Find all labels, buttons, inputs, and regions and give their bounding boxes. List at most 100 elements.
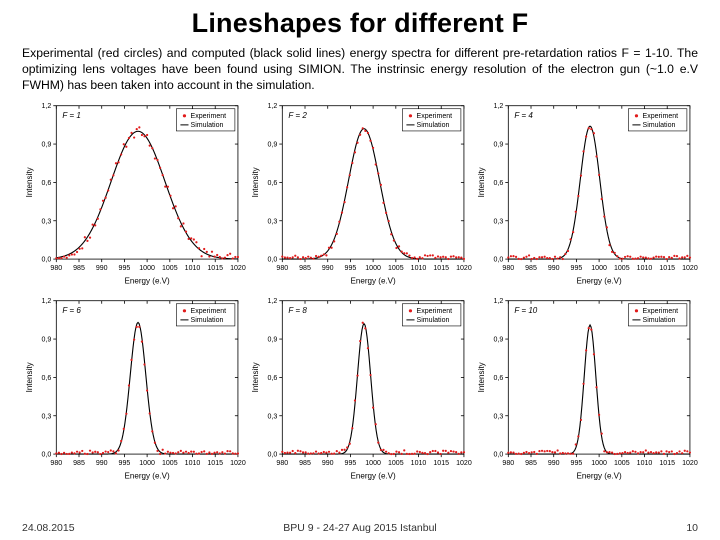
svg-text:985: 985 [525,460,537,467]
svg-text:1010: 1010 [411,460,427,467]
svg-text:985: 985 [73,265,85,272]
svg-text:980: 980 [50,265,62,272]
svg-text:0,0: 0,0 [41,257,51,264]
svg-text:Intensity: Intensity [477,362,486,393]
svg-text:980: 980 [502,460,514,467]
svg-text:0,6: 0,6 [41,180,51,187]
svg-text:1,2: 1,2 [267,104,277,111]
lineshape-panel: 0,00,30,60,91,29809859909951000100510101… [248,292,472,485]
svg-text:1000: 1000 [139,460,155,467]
svg-text:0,3: 0,3 [493,414,503,421]
svg-text:Intensity: Intensity [477,167,486,198]
svg-text:995: 995 [571,460,583,467]
simulation-line [508,325,690,454]
experiment-points [55,127,239,260]
svg-text:Simulation: Simulation [643,122,676,129]
panel-f-label: F = 1 [62,111,80,120]
svg-text:0,9: 0,9 [267,142,277,149]
panel: 0,00,30,60,91,29809859909951000100510101… [474,97,698,290]
svg-text:1015: 1015 [207,460,223,467]
simulation-line [56,323,238,455]
svg-text:1020: 1020 [456,460,472,467]
svg-text:0,0: 0,0 [267,452,277,459]
svg-text:980: 980 [50,460,62,467]
panel-f-label: F = 6 [62,306,81,315]
svg-text:1005: 1005 [162,265,178,272]
svg-text:1010: 1010 [185,460,201,467]
simulation-line [282,324,464,454]
svg-text:Experiment: Experiment [643,308,679,315]
svg-text:0,6: 0,6 [267,375,277,382]
svg-text:995: 995 [571,265,583,272]
svg-text:985: 985 [525,265,537,272]
panel: 0,00,30,60,91,29809859909951000100510101… [474,292,698,485]
svg-text:1005: 1005 [614,265,630,272]
simulation-line [56,132,238,260]
svg-text:1020: 1020 [682,265,698,272]
panel: 0,00,30,60,91,29809859909951000100510101… [248,97,472,290]
svg-text:1000: 1000 [591,460,607,467]
svg-text:1000: 1000 [365,265,381,272]
svg-text:0,6: 0,6 [493,375,503,382]
svg-text:1,2: 1,2 [267,299,277,306]
svg-text:995: 995 [119,265,131,272]
svg-text:1015: 1015 [433,460,449,467]
svg-text:1015: 1015 [433,265,449,272]
svg-text:1015: 1015 [659,265,675,272]
svg-text:0,0: 0,0 [493,452,503,459]
svg-text:Simulation: Simulation [643,317,676,324]
svg-text:1020: 1020 [682,460,698,467]
svg-text:985: 985 [299,460,311,467]
svg-text:Simulation: Simulation [191,317,224,324]
svg-text:990: 990 [548,460,560,467]
legend: ExperimentSimulation [402,109,461,131]
svg-text:980: 980 [276,265,288,272]
svg-text:Experiment: Experiment [191,308,227,315]
svg-text:0,0: 0,0 [41,452,51,459]
svg-text:1,2: 1,2 [493,104,503,111]
svg-text:1015: 1015 [659,460,675,467]
svg-text:0,3: 0,3 [493,219,503,226]
svg-text:0,3: 0,3 [41,219,51,226]
legend: Experiment Simulation [628,304,687,326]
svg-text:Energy (e.V): Energy (e.V) [124,277,170,286]
svg-text:0,3: 0,3 [267,219,277,226]
lineshape-panel: 0,00,30,60,91,29809859909951000100510101… [474,292,698,485]
svg-text:Intensity: Intensity [25,362,34,393]
svg-text:980: 980 [276,460,288,467]
panel-f-label: F = 4 [514,111,533,120]
experiment-points [55,326,239,455]
svg-text:0,0: 0,0 [267,257,277,264]
svg-text:1005: 1005 [614,460,630,467]
experiment-points [281,322,465,456]
svg-text:Experiment: Experiment [191,113,227,120]
svg-text:Energy (e.V): Energy (e.V) [576,472,622,481]
svg-text:1,2: 1,2 [41,104,51,111]
svg-text:1010: 1010 [411,265,427,272]
svg-text:Simulation: Simulation [417,122,450,129]
lineshape-panel: 0,00,30,60,91,29809859909951000100510101… [22,292,246,485]
footer-conference: BPU 9 - 24-27 Aug 2015 Istanbul [0,522,720,534]
svg-text:Simulation: Simulation [417,317,450,324]
svg-text:0,3: 0,3 [267,414,277,421]
svg-text:1000: 1000 [365,460,381,467]
svg-text:1000: 1000 [139,265,155,272]
page-title: Lineshapes for different F [22,8,698,39]
svg-text:Experiment: Experiment [643,113,679,120]
svg-text:1020: 1020 [230,265,246,272]
svg-text:1020: 1020 [230,460,246,467]
svg-text:0,3: 0,3 [41,414,51,421]
svg-text:980: 980 [502,265,514,272]
svg-text:0,6: 0,6 [267,180,277,187]
svg-text:990: 990 [548,265,560,272]
svg-text:Intensity: Intensity [251,167,260,198]
panel: 0,00,30,60,91,29809859909951000100510101… [22,97,246,290]
svg-text:Experiment: Experiment [417,308,453,315]
svg-text:0,9: 0,9 [41,337,51,344]
svg-text:995: 995 [345,265,357,272]
svg-text:1010: 1010 [185,265,201,272]
svg-text:995: 995 [345,460,357,467]
svg-text:995: 995 [119,460,131,467]
svg-text:Simulation: Simulation [191,122,224,129]
chart-grid: 0,0 0,3 0,6 0,9 1,2 980 985 990 995 1000 1005 1010 1… [22,97,698,485]
